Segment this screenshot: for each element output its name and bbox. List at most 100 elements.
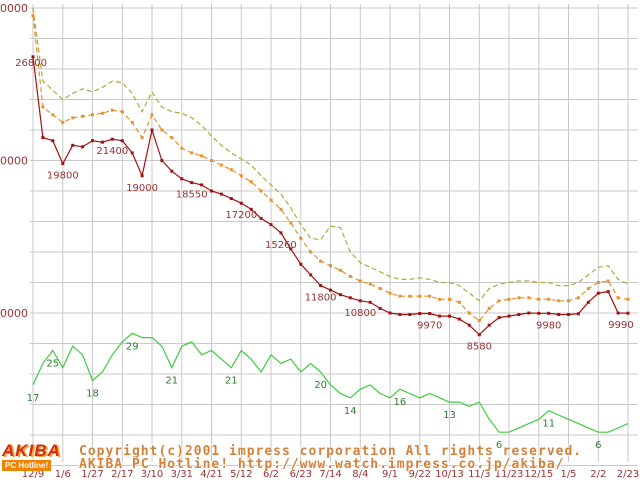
price-annotation: 11800	[305, 293, 337, 304]
x-axis-label: 1/27	[81, 469, 103, 480]
marker-average-price	[398, 294, 402, 298]
marker-lowest-price	[467, 323, 471, 327]
marker-average-price	[408, 294, 412, 298]
marker-lowest-price	[61, 162, 65, 166]
marker-average-price	[31, 14, 35, 18]
price-annotation: 9970	[417, 321, 442, 332]
marker-lowest-price	[120, 139, 124, 143]
shop-count-annotation: 18	[86, 389, 99, 400]
marker-average-price	[71, 116, 75, 120]
marker-average-price	[517, 296, 521, 300]
marker-average-price	[130, 120, 134, 124]
marker-average-price	[606, 279, 610, 283]
marker-average-price	[467, 311, 471, 315]
akiba-logo-title: AKIBA	[2, 441, 61, 460]
marker-lowest-price	[348, 296, 352, 300]
marker-lowest-price	[329, 288, 332, 292]
x-axis-label: 1/5	[560, 469, 576, 480]
x-axis-label: 12/9	[22, 469, 44, 480]
shop-count-annotation: 6	[595, 440, 601, 451]
marker-lowest-price	[398, 313, 402, 316]
marker-lowest-price	[130, 151, 134, 155]
marker-average-price	[249, 180, 253, 184]
marker-lowest-price	[110, 137, 114, 141]
x-axis-label: 4/21	[200, 469, 222, 480]
marker-lowest-price	[477, 333, 481, 337]
marker-lowest-price	[448, 314, 451, 318]
marker-lowest-price	[229, 197, 233, 201]
marker-lowest-price	[41, 136, 45, 140]
marker-average-price	[190, 151, 194, 155]
price-annotation: 9980	[536, 320, 561, 331]
marker-average-price	[150, 113, 154, 117]
marker-average-price	[527, 296, 531, 300]
marker-lowest-price	[487, 323, 491, 327]
shop-count-annotation: 20	[314, 380, 327, 391]
marker-lowest-price	[81, 145, 85, 149]
marker-average-price	[507, 297, 511, 301]
marker-average-price	[61, 120, 65, 124]
marker-lowest-price	[388, 311, 392, 315]
marker-lowest-price	[586, 300, 590, 304]
copyright-line-2: AKIBA PC Hotline! http://www.watch.impre…	[79, 457, 565, 472]
marker-average-price	[586, 287, 590, 291]
marker-average-price	[200, 154, 204, 158]
price-annotation: 8580	[467, 342, 492, 353]
marker-average-price	[170, 136, 174, 140]
marker-average-price	[487, 306, 491, 310]
marker-average-price	[81, 114, 85, 118]
price-annotation: 19000	[126, 183, 158, 194]
marker-lowest-price	[279, 231, 283, 235]
marker-average-price	[329, 264, 332, 268]
shop-count-annotation: 17	[27, 393, 40, 404]
y-axis-label: 20000	[0, 155, 28, 168]
marker-average-price	[616, 296, 620, 300]
shop-count-annotation: 13	[443, 410, 456, 421]
x-axis-label: 6/2	[263, 469, 279, 480]
marker-average-price	[378, 287, 382, 291]
marker-lowest-price	[428, 312, 432, 315]
marker-average-price	[567, 299, 570, 303]
marker-lowest-price	[606, 290, 610, 294]
shop-count-annotation: 11	[542, 419, 555, 430]
marker-average-price	[239, 174, 243, 178]
marker-average-price	[289, 221, 293, 225]
shop-count-annotation: 16	[394, 397, 407, 408]
marker-average-price	[319, 259, 323, 263]
marker-lowest-price	[507, 314, 511, 318]
marker-average-price	[299, 236, 303, 240]
marker-average-price	[160, 128, 164, 132]
shop-count-annotation: 14	[344, 406, 357, 417]
akiba-logo-subtitle: PC Hotline!	[2, 460, 52, 471]
marker-lowest-price	[150, 128, 154, 132]
marker-average-price	[477, 319, 481, 323]
x-axis-label: 10/13	[435, 469, 464, 480]
marker-average-price	[41, 105, 45, 109]
marker-lowest-price	[299, 262, 303, 266]
series-highest-price	[32, 7, 629, 302]
x-axis-label: 3/10	[141, 469, 163, 480]
marker-average-price	[219, 163, 223, 167]
marker-lowest-price	[497, 316, 501, 320]
marker-lowest-price	[527, 311, 531, 315]
marker-lowest-price	[616, 311, 620, 315]
marker-average-price	[229, 168, 233, 172]
marker-lowest-price	[457, 317, 461, 321]
x-axis-label: 2/23	[617, 469, 639, 480]
shop-count-annotation: 21	[225, 376, 238, 387]
x-axis-label: 11/23	[495, 469, 524, 480]
marker-average-price	[358, 279, 362, 283]
copyright-text: Copyright(c)2001 impress corporation All…	[79, 445, 582, 471]
marker-average-price	[557, 299, 561, 303]
shop-count-annotation: 29	[126, 341, 139, 352]
marker-average-price	[140, 136, 144, 140]
marker-lowest-price	[626, 311, 630, 315]
marker-average-price	[388, 291, 392, 295]
marker-average-price	[626, 297, 630, 301]
marker-average-price	[309, 250, 313, 254]
marker-lowest-price	[239, 201, 243, 205]
marker-average-price	[51, 113, 55, 117]
marker-lowest-price	[438, 314, 442, 318]
